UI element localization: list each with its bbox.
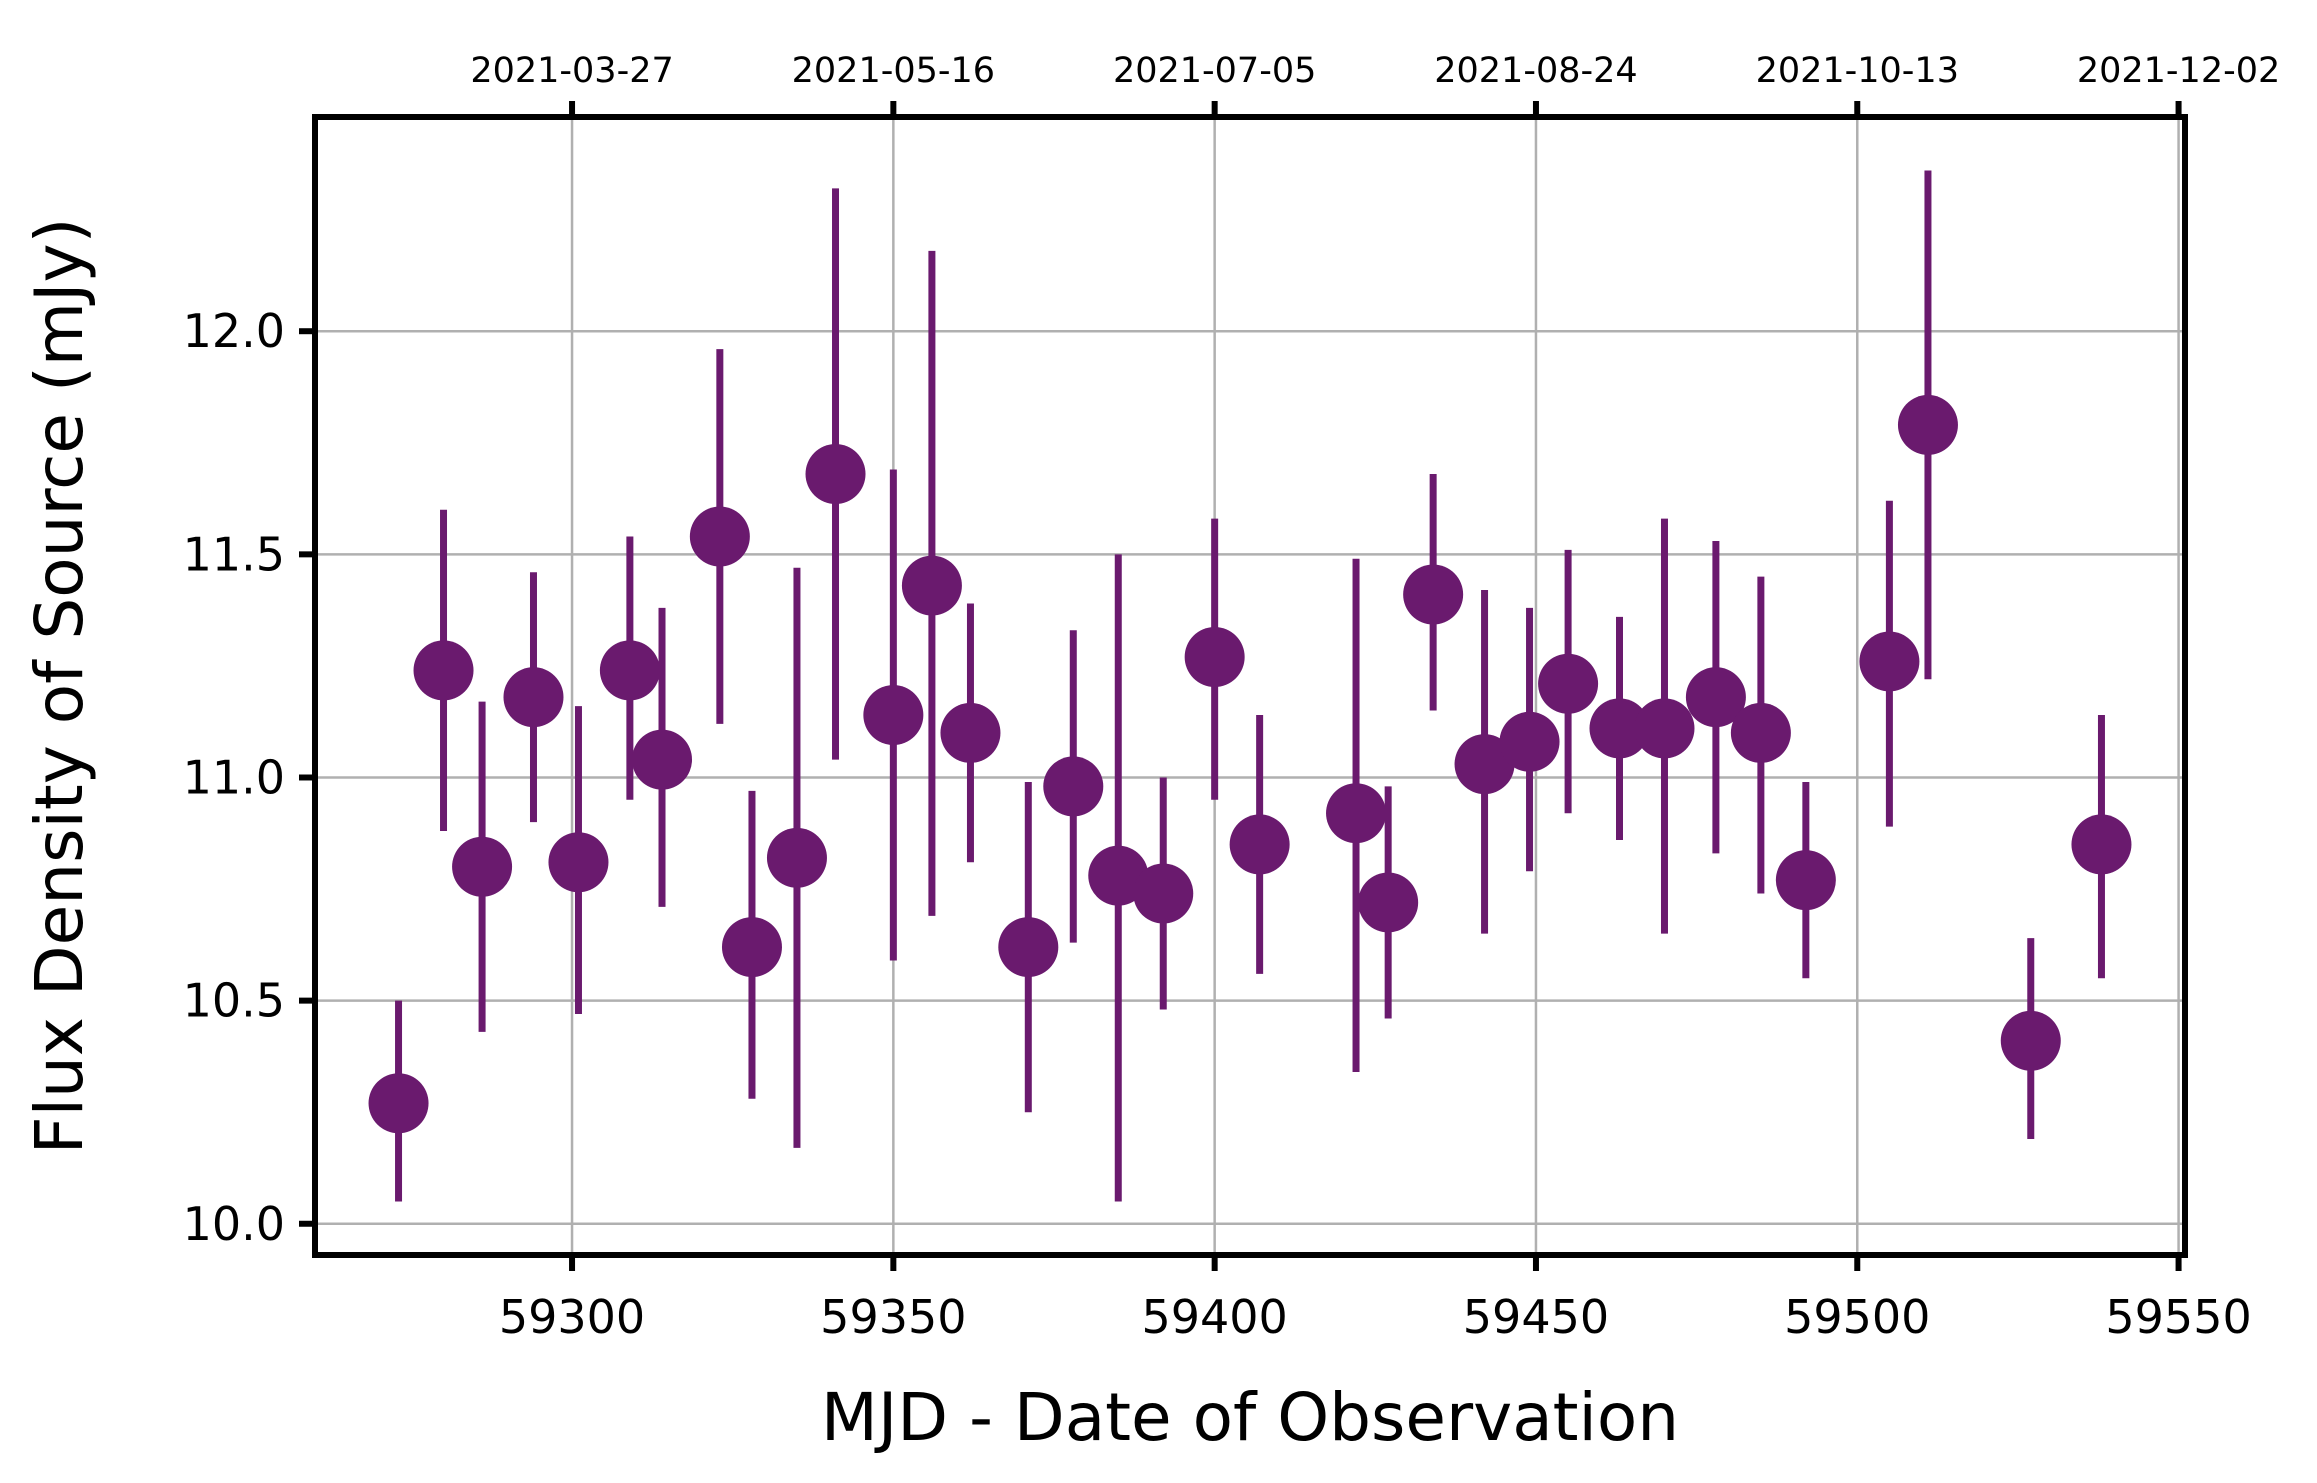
data-point (1897, 394, 1958, 455)
data-point (2071, 814, 2132, 875)
data-point (368, 1073, 429, 1134)
x-tick-label: 59400 (1141, 1290, 1287, 1344)
y-tick-label: 11.5 (183, 527, 285, 581)
top-tick-label: 2021-05-16 (792, 51, 995, 91)
data-point (1403, 564, 1464, 625)
data-point (1730, 702, 1791, 763)
y-axis-title: Flux Density of Source (mJy) (21, 218, 98, 1155)
data-point (901, 555, 962, 616)
data-point (632, 729, 693, 790)
data-point (1326, 783, 1387, 844)
data-point (1775, 850, 1836, 911)
data-point (1499, 711, 1560, 772)
data-point (1589, 698, 1650, 759)
data-point (1043, 756, 1104, 817)
data-point (1859, 631, 1920, 692)
y-axis: 10.0 10.5 11.0 11.5 12.0 (183, 304, 315, 1251)
y-tick-label: 10.0 (183, 1197, 285, 1251)
data-point (1184, 626, 1245, 687)
y-tick-label: 12.0 (183, 304, 285, 358)
data-point (721, 917, 782, 978)
data-point (413, 640, 474, 701)
x-tick-label: 59500 (1784, 1290, 1930, 1344)
data-point (2000, 1010, 2061, 1071)
data-point (1088, 845, 1149, 906)
data-point (1454, 734, 1515, 795)
data-point (1229, 814, 1290, 875)
x-tick-label: 59550 (2105, 1290, 2251, 1344)
data-point (1538, 653, 1599, 714)
x-tick-label: 59350 (820, 1290, 966, 1344)
grid (315, 117, 2185, 1255)
data-point (1133, 863, 1194, 924)
data-point (805, 444, 866, 505)
top-date-axis: 2021-03-27 2021-05-16 2021-07-05 2021-08-24… (470, 51, 2280, 117)
x-tick-label: 59300 (499, 1290, 645, 1344)
top-tick-label: 2021-08-24 (1434, 51, 1637, 91)
data-point (1358, 872, 1419, 933)
y-tick-label: 10.5 (183, 974, 285, 1028)
data-point (863, 685, 924, 746)
y-tick-label: 11.0 (183, 750, 285, 804)
data-point (503, 667, 564, 728)
data-point (548, 832, 609, 893)
plot-frame (312, 114, 2188, 1258)
data-point (452, 836, 513, 897)
x-axis-title: MJD - Date of Observation (821, 1379, 1679, 1456)
data-point (1634, 698, 1695, 759)
data-point (998, 917, 1059, 978)
top-tick-label: 2021-07-05 (1113, 51, 1316, 91)
top-tick-label: 2021-12-02 (2077, 51, 2280, 91)
x-axis: 59300 59350 59400 59450 59500 59550 (499, 1255, 2252, 1344)
top-tick-label: 2021-03-27 (470, 51, 673, 91)
x-tick-label: 59450 (1463, 1290, 1609, 1344)
data-marks (368, 170, 2132, 1202)
data-point (599, 640, 660, 701)
data-point (1685, 667, 1746, 728)
data-point (689, 506, 750, 567)
data-point (766, 827, 827, 888)
top-tick-label: 2021-10-13 (1756, 51, 1959, 91)
data-point (940, 702, 1001, 763)
